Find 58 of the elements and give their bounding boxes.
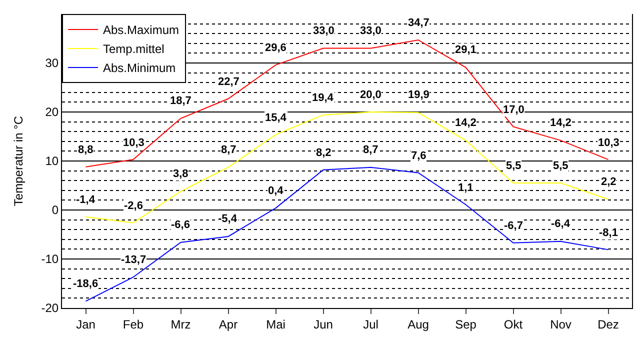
data-label: 3,8 — [173, 168, 188, 180]
data-label: -13,7 — [121, 254, 146, 266]
data-label: 29,1 — [455, 44, 476, 56]
data-label: 18,7 — [170, 95, 192, 107]
x-tick-label: Aug — [408, 317, 429, 332]
data-label: 22,7 — [218, 76, 240, 88]
y-tick-label: -10 — [41, 252, 59, 266]
data-label: 7,6 — [411, 150, 426, 162]
data-label: -6,4 — [551, 218, 571, 230]
y-tick-label: 10 — [45, 154, 59, 168]
data-label: 10,3 — [123, 137, 144, 149]
data-label: 10,3 — [598, 137, 620, 149]
data-label: -1,4 — [76, 194, 96, 206]
x-tick-label: Mrz — [170, 317, 191, 332]
data-label: -6,6 — [171, 219, 190, 231]
y-axis-title: Temperatur in °C — [12, 116, 26, 206]
legend-label: Temp.mittel — [103, 42, 164, 56]
x-tick-label: Sep — [455, 317, 477, 332]
data-label: 0,4 — [268, 185, 284, 197]
data-label: -8,1 — [599, 227, 618, 239]
data-label: 17,0 — [503, 104, 524, 116]
data-label: 1,1 — [458, 182, 474, 194]
x-tick-label: Jun — [314, 317, 333, 332]
data-label: 33,0 — [313, 25, 334, 37]
y-tick-label: 30 — [45, 56, 59, 70]
x-tick-label: Okt — [504, 317, 524, 332]
x-tick-label: Apr — [218, 317, 238, 332]
data-label: -5,4 — [218, 213, 238, 225]
data-label: 15,4 — [265, 112, 288, 124]
data-label: 8,7 — [221, 144, 236, 156]
data-label: 2,2 — [601, 176, 616, 188]
data-label: -6,7 — [504, 220, 523, 232]
data-label: 29,6 — [265, 42, 286, 54]
x-tick-label: Dez — [598, 317, 619, 332]
data-label: 5,5 — [506, 160, 522, 172]
x-tick-label: Feb — [122, 317, 144, 332]
y-tick-label: 20 — [45, 105, 59, 120]
x-tick-label: Mai — [266, 317, 286, 332]
data-label: -18,6 — [73, 278, 98, 290]
x-tick-label: Jan — [76, 317, 96, 332]
x-tick-label: Jul — [363, 317, 378, 332]
y-tick-label: -20 — [41, 301, 59, 316]
data-label: 5,5 — [553, 160, 568, 172]
data-label: 8,7 — [363, 144, 378, 156]
data-label: 14,2 — [550, 117, 572, 129]
x-tick-label: Nov — [550, 317, 572, 332]
legend-label: Abs.Maximum — [103, 23, 180, 38]
data-label: 8,2 — [316, 147, 332, 159]
y-tick-label: 0 — [52, 203, 59, 218]
data-label: 14,2 — [455, 117, 476, 129]
legend-label: Abs.Minimum — [103, 61, 176, 76]
data-label: 34,7 — [408, 17, 430, 29]
data-label: 8,8 — [78, 144, 94, 156]
data-label: 19,4 — [312, 92, 334, 104]
data-label: 33,0 — [360, 25, 382, 37]
data-label: 20,0 — [360, 89, 382, 101]
data-label: -2,6 — [124, 200, 143, 212]
data-label: 19,9 — [408, 89, 430, 101]
